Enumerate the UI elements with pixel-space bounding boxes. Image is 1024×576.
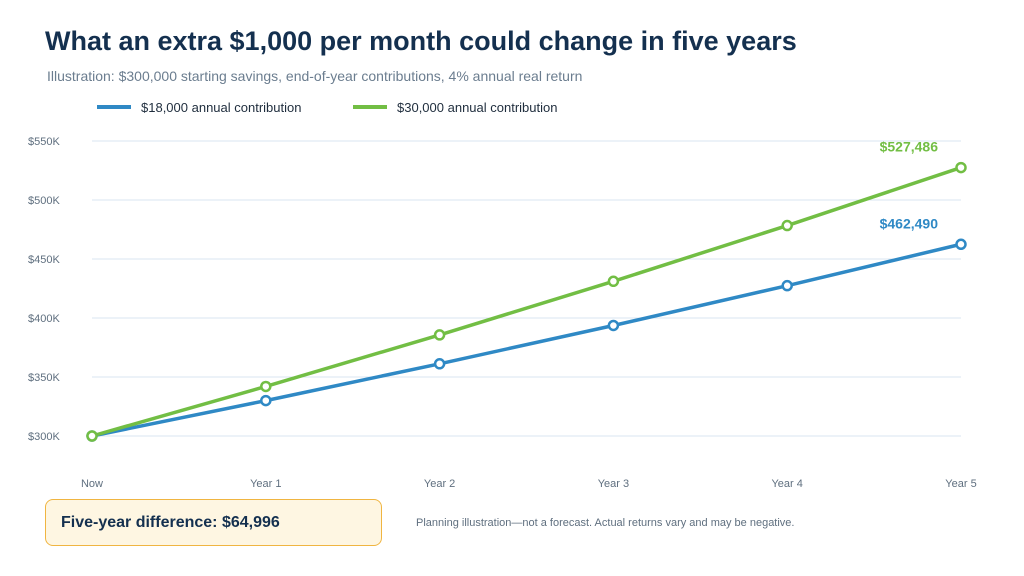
data-point-series-0 [955, 238, 967, 251]
y-axis-ticks: $300K $350K $400K $450K $500K $550K [28, 136, 60, 443]
end-label-series-0: $462,490 [880, 215, 939, 231]
y-tick-label: $350K [28, 372, 60, 384]
x-tick-label: Year 4 [771, 478, 802, 490]
x-axis-ticks: Now Year 1 Year 2 Year 3 Year 4 Year 5 [81, 478, 977, 490]
x-tick-label: Now [81, 478, 103, 490]
legend-label-30k: $30,000 annual contribution [397, 99, 558, 115]
data-point-series-0 [607, 319, 620, 332]
end-label-series-1: $527,486 [880, 139, 939, 155]
difference-callout: Five-year difference: $64,996 [45, 499, 382, 546]
x-tick-label: Year 5 [945, 478, 976, 490]
data-point-series-1 [781, 219, 793, 232]
y-tick-label: $400K [28, 313, 60, 325]
x-tick-label: Year 1 [250, 478, 281, 490]
x-tick-label: Year 2 [424, 478, 455, 490]
data-point-series-1 [607, 275, 620, 288]
data-point-series-1 [433, 329, 446, 341]
legend-label-18k: $18,000 annual contribution [141, 99, 302, 115]
data-point-series-1 [260, 380, 272, 393]
gridlines [92, 140, 961, 437]
data-point-series-0 [260, 394, 272, 407]
end-labels: $462,490 $527,486 [880, 139, 939, 232]
legend-item-30k: $30,000 annual contribution [353, 99, 557, 115]
data-point-series-1 [955, 161, 967, 174]
y-tick-label: $550K [28, 136, 60, 148]
data-point-series-1 [86, 430, 98, 442]
legend-item-18k: $18,000 annual contribution [97, 99, 301, 115]
chart-subtitle: Illustration: $300,000 starting savings,… [47, 68, 583, 84]
series-line-1 [90, 165, 963, 438]
difference-callout-text: Five-year difference: $64,996 [61, 513, 280, 531]
data-point-series-0 [433, 358, 446, 370]
chart-title: What an extra $1,000 per month could cha… [45, 26, 797, 56]
y-tick-label: $450K [28, 254, 60, 266]
legend-swatch-green [353, 105, 387, 109]
x-tick-label: Year 3 [598, 478, 629, 490]
data-point-series-0 [781, 279, 793, 292]
legend-swatch-blue [97, 105, 131, 109]
series-lines [86, 161, 967, 442]
y-tick-label: $500K [28, 195, 60, 207]
series-line-0 [90, 242, 963, 438]
y-tick-label: $300K [28, 431, 60, 443]
footnote: Planning illustration—not a forecast. Ac… [416, 517, 795, 529]
